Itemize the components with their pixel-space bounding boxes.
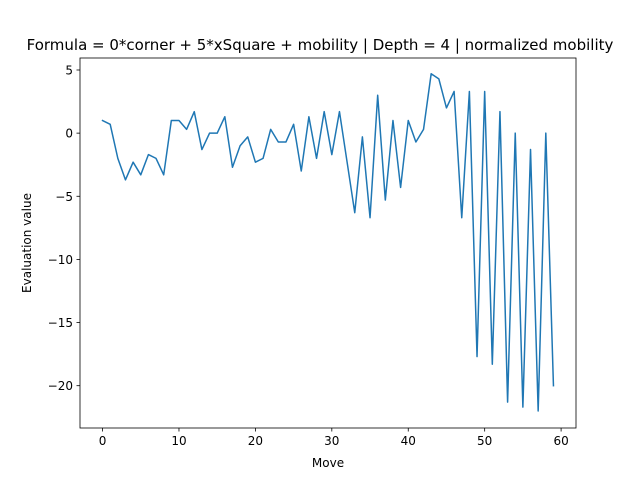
x-tick-label: 60 — [553, 434, 568, 448]
y-axis-label: Evaluation value — [20, 193, 34, 293]
x-axis-label: Move — [312, 456, 344, 470]
y-tick-label: −10 — [48, 253, 73, 267]
x-tick-label: 30 — [324, 434, 339, 448]
y-axis: −20 −15 −10 −5 0 5 — [48, 63, 80, 393]
y-tick-label: 0 — [65, 127, 73, 141]
x-tick-label: 50 — [477, 434, 492, 448]
series-line-0 — [101, 73, 555, 412]
plot-area — [101, 73, 555, 412]
chart-title: Formula = 0*corner + 5*xSquare + mobilit… — [27, 36, 614, 54]
y-tick-label: −20 — [48, 379, 73, 393]
y-tick-label: −15 — [48, 316, 73, 330]
y-tick-label: 5 — [65, 63, 73, 77]
x-tick-label: 0 — [99, 434, 107, 448]
x-axis: 0 10 20 30 40 50 60 — [99, 428, 569, 448]
plot-frame — [79, 57, 577, 429]
x-tick-label: 40 — [401, 434, 416, 448]
x-tick-label: 10 — [171, 434, 186, 448]
x-tick-label: 20 — [248, 434, 263, 448]
y-tick-label: −5 — [55, 190, 73, 204]
